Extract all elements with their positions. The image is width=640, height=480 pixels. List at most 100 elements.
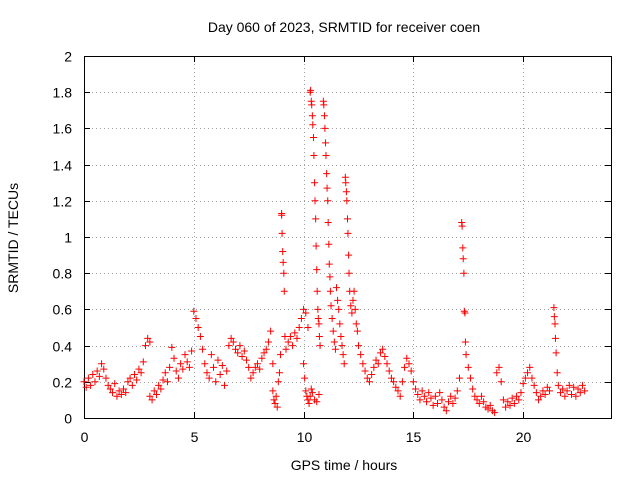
data-point — [280, 269, 288, 277]
data-point — [300, 360, 308, 368]
data-point — [550, 313, 558, 321]
data-point — [214, 356, 222, 364]
data-point — [218, 362, 226, 370]
data-point — [157, 385, 165, 393]
data-point — [320, 112, 328, 120]
data-point — [232, 345, 240, 353]
data-point — [401, 363, 409, 371]
data-point — [372, 356, 380, 364]
data-point — [144, 334, 152, 342]
data-point — [269, 360, 277, 368]
data-point — [293, 334, 301, 342]
data-point — [245, 363, 253, 371]
data-point — [526, 363, 534, 371]
chart-title: Day 060 of 2023, SRMTID for receiver coe… — [208, 19, 480, 35]
data-point — [168, 343, 176, 351]
data-point — [409, 378, 417, 386]
data-point — [461, 309, 469, 317]
data-point — [279, 258, 287, 266]
data-point — [453, 387, 461, 395]
data-point — [530, 381, 538, 389]
data-point — [295, 324, 303, 331]
data-point — [111, 380, 119, 388]
data-point — [313, 266, 321, 274]
data-point — [330, 338, 338, 346]
data-point — [359, 360, 367, 368]
data-point — [423, 398, 431, 406]
data-point — [570, 383, 578, 391]
data-point — [115, 387, 123, 395]
data-point — [381, 352, 389, 360]
data-point — [313, 398, 321, 406]
data-point — [313, 287, 321, 295]
data-point — [329, 327, 337, 335]
data-point — [122, 389, 130, 397]
data-point — [104, 381, 112, 389]
data-point — [442, 407, 450, 415]
data-point — [418, 387, 426, 395]
data-point — [447, 392, 455, 400]
data-point — [179, 365, 187, 373]
data-point — [405, 360, 413, 368]
data-point — [137, 369, 145, 377]
data-point — [342, 179, 350, 187]
data-point — [535, 396, 543, 404]
data-point — [499, 396, 507, 404]
data-point — [370, 363, 378, 371]
data-point — [449, 400, 457, 408]
data-point — [161, 369, 169, 377]
data-point — [286, 333, 294, 341]
data-point — [306, 392, 314, 400]
data-point — [345, 269, 353, 277]
data-point — [207, 351, 215, 359]
data-point — [278, 211, 286, 219]
y-tick-label: 2 — [64, 49, 72, 65]
data-point — [300, 305, 308, 313]
data-point — [275, 369, 283, 377]
data-point — [576, 389, 584, 397]
data-point — [223, 367, 231, 375]
data-point — [210, 363, 218, 371]
data-point — [305, 400, 313, 408]
data-point — [352, 320, 360, 328]
data-point — [353, 327, 361, 335]
data-point — [436, 389, 444, 397]
data-point — [95, 372, 103, 380]
data-point — [307, 86, 315, 94]
data-point — [163, 378, 171, 386]
data-point — [308, 112, 316, 120]
data-point — [229, 338, 237, 346]
data-point — [271, 400, 279, 408]
data-point — [390, 378, 398, 386]
data-point — [556, 389, 564, 397]
data-point — [131, 371, 139, 379]
data-point — [267, 327, 275, 335]
data-point — [312, 215, 320, 223]
data-point — [398, 378, 406, 386]
data-point — [466, 374, 474, 382]
data-point — [325, 260, 333, 268]
data-point — [280, 287, 288, 295]
x-tick-label: 0 — [81, 429, 89, 445]
data-point — [407, 367, 415, 375]
data-point — [546, 387, 554, 395]
x-tick-label: 10 — [297, 429, 313, 445]
data-point — [253, 360, 261, 368]
data-point — [322, 152, 330, 160]
data-point — [326, 287, 334, 295]
data-point — [203, 369, 211, 377]
data-point — [455, 374, 463, 382]
data-point — [109, 389, 117, 397]
data-point — [475, 400, 483, 408]
data-point — [412, 385, 420, 393]
x-tick-label: 5 — [191, 429, 199, 445]
data-point — [148, 396, 156, 404]
data-point — [311, 179, 319, 187]
data-point — [82, 383, 90, 391]
data-point — [315, 320, 323, 328]
data-point — [515, 396, 523, 404]
data-point — [460, 269, 468, 277]
data-point — [374, 360, 382, 368]
data-point — [331, 345, 339, 353]
data-point — [348, 309, 356, 317]
